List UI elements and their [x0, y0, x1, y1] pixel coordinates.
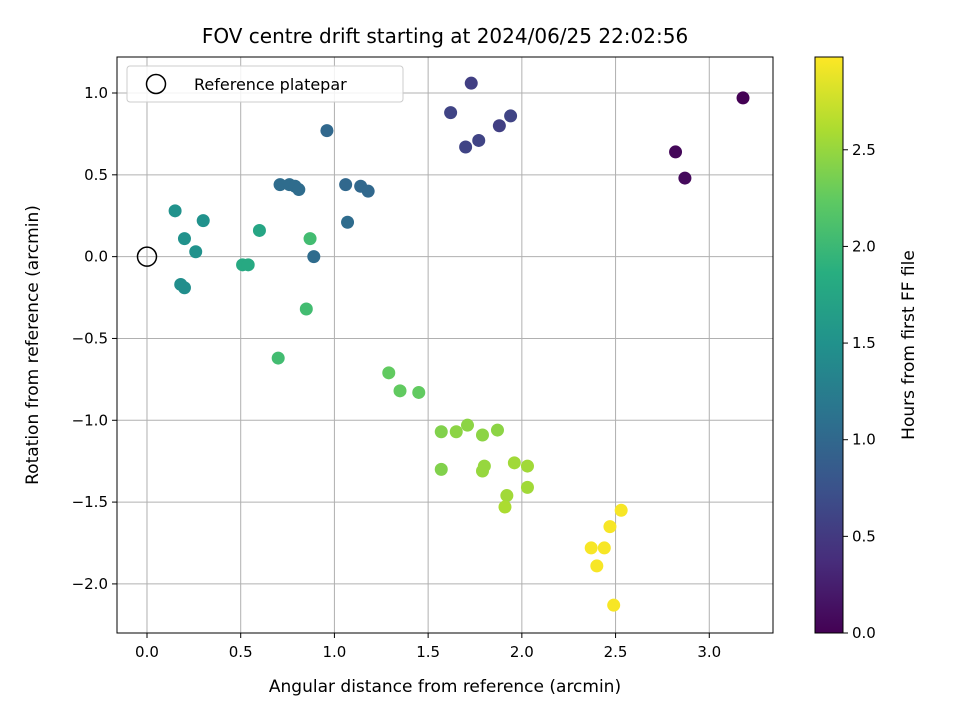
colorbar: 0.0 0.5 1.0 1.5 2.0 2.5 Hours from first FF f… — [814, 56, 919, 642]
data-point — [614, 503, 628, 517]
data-point — [607, 598, 621, 612]
data-point — [597, 541, 611, 555]
data-point — [412, 385, 426, 399]
data-point — [361, 184, 375, 198]
legend: Reference platepar — [126, 65, 404, 103]
data-point — [475, 464, 489, 478]
data-point — [459, 140, 473, 154]
axis-ticks: 0.0 0.5 1.0 1.5 2.0 2.5 3.0 1.0 0.5 0.0 −0.5 −1.0 −1… — [72, 84, 722, 661]
data-point — [520, 480, 534, 494]
x-tick-label: 1.5 — [416, 643, 440, 661]
x-tick-label: 0.5 — [229, 643, 253, 661]
data-point — [498, 500, 512, 514]
chart-title: FOV centre drift starting at 2024/06/25 … — [202, 24, 688, 48]
data-point — [449, 425, 463, 439]
y-tick-label: −0.5 — [72, 329, 108, 347]
data-point — [678, 171, 692, 185]
x-axis-label: Angular distance from reference (arcmin) — [269, 677, 621, 697]
data-point — [504, 109, 518, 123]
x-tick-label: 2.5 — [604, 643, 628, 661]
data-point — [177, 232, 191, 246]
data-point — [603, 520, 617, 534]
data-point — [341, 215, 355, 229]
data-point — [434, 425, 448, 439]
y-tick-label: −1.5 — [72, 493, 108, 511]
data-point — [736, 91, 750, 105]
data-point — [475, 428, 489, 442]
data-point — [241, 258, 255, 272]
data-point — [299, 302, 313, 316]
data-point — [490, 423, 504, 437]
legend-box — [126, 65, 404, 103]
data-point — [393, 384, 407, 398]
data-point — [460, 418, 474, 432]
data-point — [520, 459, 534, 473]
data-point — [292, 183, 306, 197]
y-tick-label: 0.0 — [84, 248, 108, 266]
data-point — [500, 489, 514, 503]
colorbar-gradient — [815, 57, 843, 633]
data-point — [196, 214, 210, 228]
legend-reference-marker-icon — [145, 73, 167, 95]
data-point — [168, 204, 182, 218]
data-point — [252, 223, 266, 237]
colorbar-tick-label: 0.0 — [852, 624, 876, 642]
data-point — [382, 366, 396, 380]
x-tick-label: 3.0 — [697, 643, 721, 661]
data-point — [507, 456, 521, 470]
x-tick-label: 2.0 — [510, 643, 534, 661]
plot-frame — [116, 56, 774, 634]
reference-platepar-marker — [136, 246, 158, 267]
y-tick-label: −1.0 — [72, 411, 108, 429]
data-point — [271, 351, 285, 365]
colorbar-ticks: 0.0 0.5 1.0 1.5 2.0 2.5 — [843, 141, 876, 642]
data-point — [177, 281, 191, 295]
y-tick-label: 0.5 — [84, 166, 108, 184]
x-tick-label: 0.0 — [135, 643, 159, 661]
colorbar-tick-label: 0.5 — [852, 527, 876, 545]
data-point — [492, 119, 506, 133]
data-point — [464, 76, 478, 90]
data-point — [590, 559, 604, 573]
data-point — [669, 145, 683, 159]
y-axis-label: Rotation from reference (arcmin) — [23, 205, 43, 485]
colorbar-tick-label: 2.5 — [852, 141, 876, 159]
data-point — [434, 462, 448, 476]
data-point — [273, 178, 287, 192]
colorbar-tick-label: 2.0 — [852, 237, 876, 255]
data-point — [339, 178, 353, 192]
data-point — [584, 541, 598, 555]
data-point — [189, 245, 203, 259]
legend-entry-reference: Reference platepar — [194, 75, 347, 94]
y-tick-label: −2.0 — [72, 575, 108, 593]
colorbar-label: Hours from first FF file — [899, 250, 919, 440]
data-point — [303, 232, 317, 246]
data-point — [472, 133, 486, 147]
data-point — [444, 106, 458, 120]
data-point — [307, 250, 321, 264]
data-point — [320, 124, 334, 138]
y-tick-label: 1.0 — [84, 84, 108, 102]
x-tick-label: 1.0 — [322, 643, 346, 661]
colorbar-tick-label: 1.0 — [852, 431, 876, 449]
colorbar-tick-label: 1.5 — [852, 334, 876, 352]
colorbar-frame — [814, 56, 844, 634]
data-points — [136, 76, 750, 612]
